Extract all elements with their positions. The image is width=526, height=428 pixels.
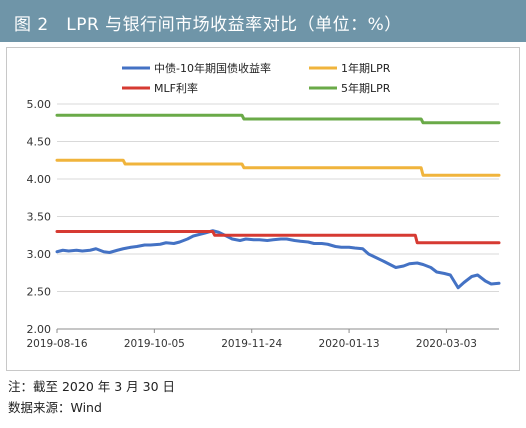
series-line [55,229,501,290]
y-tick-label: 4.00 [27,173,52,186]
line-chart: 2.00 2.50 3.00 3.50 4.00 4.50 5.00 2019-08-16 20… [26,61,501,350]
series-line [55,113,501,125]
y-tick-label: 4.50 [27,136,52,149]
y-tick-label: 3.00 [27,248,52,261]
chart-title: 图 2 LPR 与银行间市场收益率对比（单位：%） [14,15,402,35]
series-line [55,158,501,177]
series-line [55,230,501,245]
chart-frame: 2.00 2.50 3.00 3.50 4.00 4.50 5.00 2019-08-16 20… [6,47,520,371]
x-tick-label: 2020-01-13 [319,338,380,350]
axes: 2.00 2.50 3.00 3.50 4.00 4.50 5.00 2019-08-16 20… [26,98,499,350]
x-tick-label: 2019-10-05 [124,338,185,350]
x-tick-label: 2019-11-24 [221,338,282,350]
legend-label: 中债-10年期国债收益率 [154,61,271,75]
y-tick-label: 2.00 [27,323,52,336]
title-bar: 图 2 LPR 与银行间市场收益率对比（单位：%） [0,0,526,42]
footnote: 注：截至 2020 年 3 月 30 日 [8,379,176,394]
legend-label: MLF利率 [154,81,198,95]
legend-label: 5年期LPR [341,81,391,95]
series-lines [55,113,501,290]
gridlines [57,103,499,292]
legend: 中债-10年期国债收益率 1年期LPR MLF利率 5年期LPR [122,61,391,95]
x-tick-label: 2019-08-16 [26,338,87,350]
notes: 注：截至 2020 年 3 月 30 日 数据来源：Wind [8,376,175,418]
x-tick-label: 2020-03-03 [416,338,477,350]
data-source: 数据来源：Wind [8,400,102,415]
legend-label: 1年期LPR [341,61,391,75]
y-tick-label: 2.50 [27,286,52,299]
y-tick-label: 3.50 [27,211,52,224]
y-tick-label: 5.00 [27,98,52,111]
